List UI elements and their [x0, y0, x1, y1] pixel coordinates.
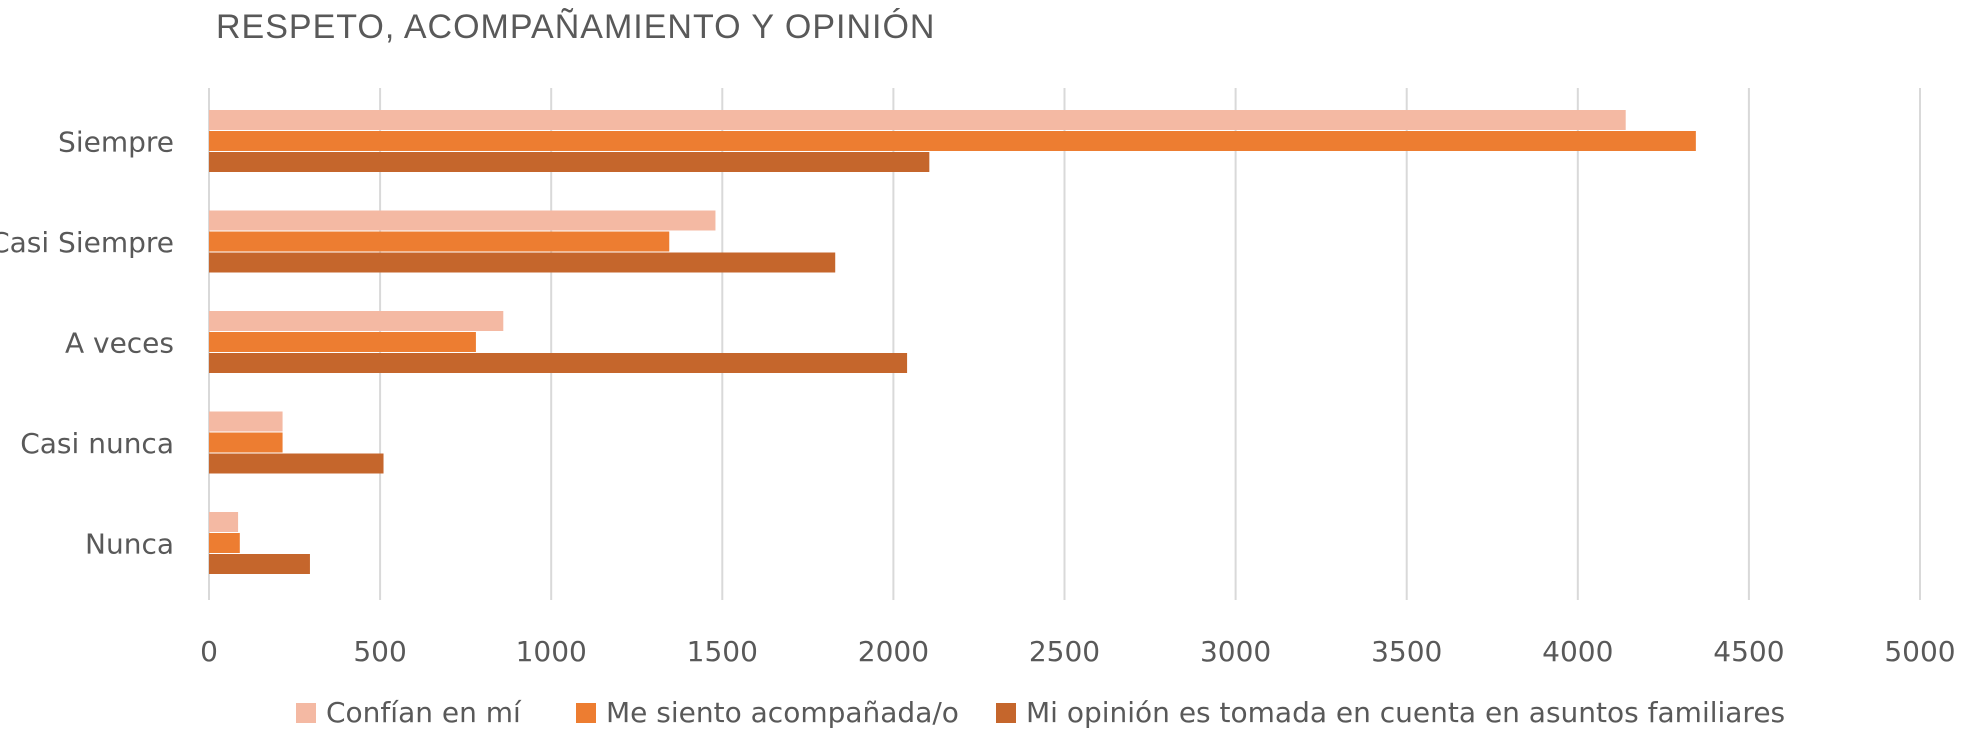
x-tick-label-3000: 3000	[1200, 635, 1271, 668]
x-tick-label-0: 0	[200, 635, 218, 668]
x-tick-label-2000: 2000	[858, 635, 929, 668]
category-label-siempre: Siempre	[58, 126, 174, 159]
bar-casi-siempre-series-2	[209, 231, 670, 252]
bar-nunca-series-2	[209, 533, 240, 553]
chart-title: RESPETO, ACOMPAÑAMIENTO Y OPINIÓN	[216, 8, 936, 46]
bars	[209, 110, 1696, 574]
legend-label-2: Me siento acompañada/o	[606, 696, 959, 729]
x-tick-label-5000: 5000	[1884, 635, 1955, 668]
legend-label-3: Mi opinión es tomada en cuenta en asunto…	[1026, 696, 1786, 729]
x-tick-labels: 0 500 1000 1500 2000 2500 3000 3500 4000 4500 5000	[200, 635, 1956, 668]
legend-item-3: Mi opinión es tomada en cuenta en asunto…	[996, 696, 1785, 729]
bar-casi-siempre-series-3	[209, 252, 836, 273]
x-tick-label-500: 500	[353, 635, 406, 668]
bar-siempre-series-2	[209, 131, 1696, 151]
legend-item-1: Confían en mí	[296, 696, 521, 729]
legend-label-1: Confían en mí	[326, 696, 521, 729]
legend: Confían en mí Me siento acompañada/o Mi …	[0, 696, 1965, 732]
legend-item-2: Me siento acompañada/o	[576, 696, 959, 729]
x-tick-label-1000: 1000	[516, 635, 587, 668]
bar-casi-nunca-series-1	[209, 411, 283, 432]
x-tick-label-4000: 4000	[1542, 635, 1613, 668]
bar-casi-siempre-series-1	[209, 210, 716, 231]
x-tick-label-1500: 1500	[687, 635, 758, 668]
bar-casi-nunca-series-3	[209, 453, 384, 474]
bar-casi-nunca-series-2	[209, 432, 283, 453]
legend-swatch-1	[296, 702, 316, 723]
category-label-casi-nunca: Casi nunca	[20, 427, 174, 460]
bar-chart: Siempre Casi Siempre A veces Casi nunca Nunc…	[0, 88, 1956, 668]
bar-a-veces-series-1	[209, 311, 504, 331]
bar-a-veces-series-2	[209, 332, 476, 352]
legend-swatch-3	[996, 702, 1016, 723]
category-label-a-veces: A veces	[65, 327, 174, 360]
x-tick-label-4500: 4500	[1713, 635, 1784, 668]
bar-nunca-series-1	[209, 512, 239, 532]
x-tick-label-3500: 3500	[1371, 635, 1442, 668]
category-label-nunca: Nunca	[85, 528, 174, 561]
x-tick-label-2500: 2500	[1029, 635, 1100, 668]
bar-siempre-series-1	[209, 110, 1626, 130]
category-labels: Siempre Casi Siempre A veces Casi nunca Nunc…	[0, 126, 174, 561]
legend-swatch-2	[576, 702, 596, 723]
bar-a-veces-series-3	[209, 353, 908, 373]
bar-siempre-series-3	[209, 152, 930, 172]
category-label-casi-siempre: Casi Siempre	[0, 226, 174, 259]
bar-nunca-series-3	[209, 554, 310, 574]
